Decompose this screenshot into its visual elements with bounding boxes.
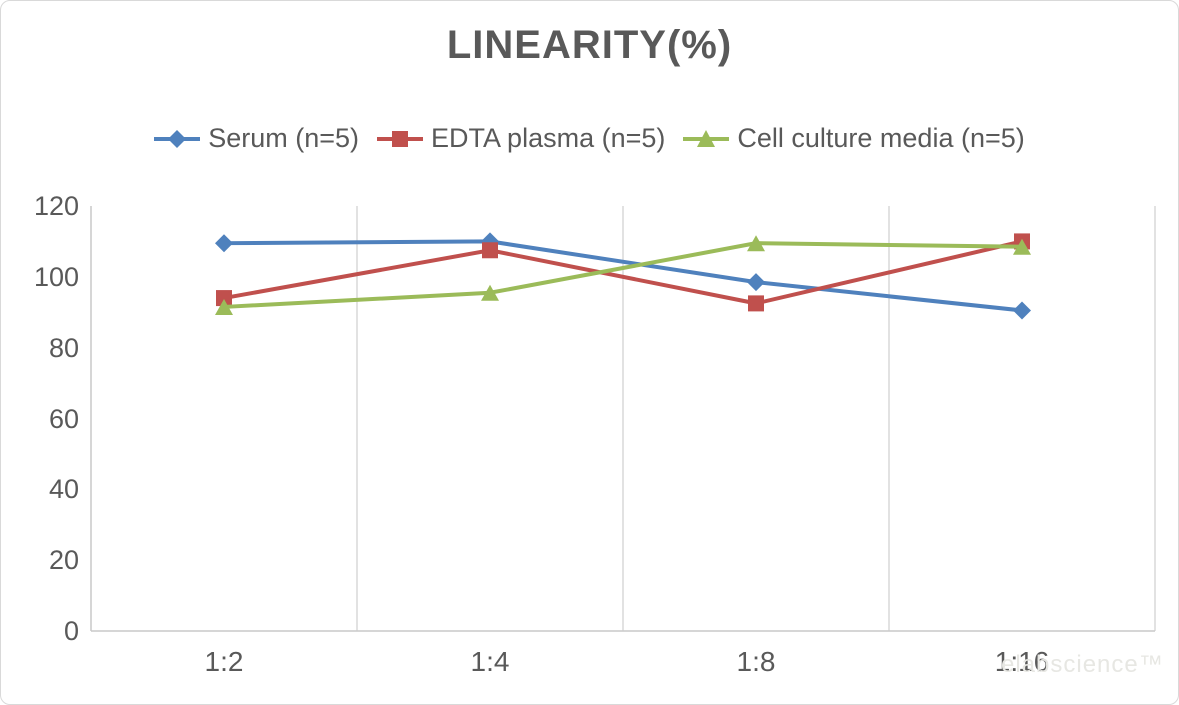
triangle-marker-icon [481,284,499,301]
x-axis-label: 1:16 [994,646,1050,677]
square-marker-icon [748,295,764,312]
series-line [223,241,1023,309]
series-line [223,239,1023,313]
triangle-marker-icon [215,298,233,315]
legend-item-serum: Serum (n=5) [154,123,359,154]
diamond-marker-icon [1013,301,1031,320]
square-marker-icon [377,128,424,150]
x-axis-label: 1:8 [736,646,776,677]
chart-title: LINEARITY(%) [446,23,733,67]
y-tick-label: 20 [48,545,79,576]
square-marker-icon [216,290,232,307]
series-line [223,239,1023,306]
y-tick-label: 40 [48,474,79,505]
legend-item-edta-plasma: EDTA plasma (n=5) [377,123,665,154]
y-tick-label: 0 [63,616,79,646]
watermark: elabscience™ [1001,651,1164,678]
triangle-marker-icon [747,235,765,252]
y-tick-label: 120 [33,191,79,221]
legend-item-cell-culture-media: Cell culture media (n=5) [683,123,1025,154]
triangle-marker-icon [683,128,730,150]
square-marker-icon [482,242,498,259]
legend-label: Cell culture media (n=5) [737,123,1025,153]
legend-label: Serum (n=5) [208,123,360,153]
legend-label: EDTA plasma (n=5) [431,123,666,153]
y-tick-label: 100 [33,261,79,292]
x-axis-label: 1:4 [470,646,510,677]
diamond-marker-icon [215,234,233,253]
x-axis-label: 1:2 [204,646,244,677]
triangle-marker-icon [1013,238,1031,255]
y-tick-label: 80 [48,332,79,363]
y-tick-label: 60 [48,403,79,434]
diamond-marker-icon [747,273,765,292]
legend: Serum (n=5) EDTA plasma (n=5) Cell cultu… [1,123,1178,154]
diamond-marker-icon [154,128,201,150]
